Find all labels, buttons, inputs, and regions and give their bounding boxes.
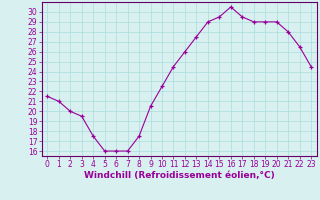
X-axis label: Windchill (Refroidissement éolien,°C): Windchill (Refroidissement éolien,°C) (84, 171, 275, 180)
